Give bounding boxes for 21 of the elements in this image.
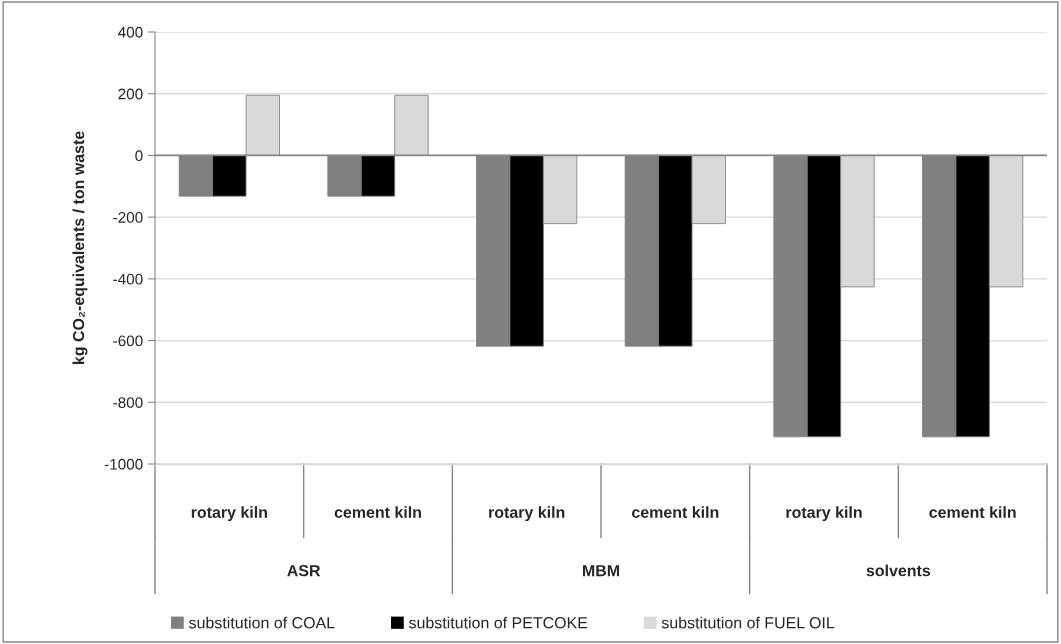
text: ASR [287, 564, 321, 577]
x-tick-label: cement kiln [929, 506, 1016, 518]
x-tick-label: rotary kiln [191, 506, 267, 522]
x-tick-label: cement kiln [632, 506, 719, 518]
y-axis-title: kg CO₂-equivalents / ton waste [72, 131, 88, 365]
text: MBM [583, 565, 619, 577]
y-tick-label: -1000 [104, 458, 143, 470]
y-tick-label: 200 [118, 88, 143, 100]
x-tick-label: rotary kiln [786, 506, 862, 522]
y-tick-label: -600 [113, 335, 143, 347]
x-tick-label: cement kiln [334, 506, 421, 518]
y-tick-label: -800 [113, 397, 143, 408]
y-tick-label: -400 [113, 273, 143, 285]
legend-label: substitution of PETCOKE [408, 616, 588, 629]
y-tick-label: -200 [113, 212, 143, 223]
legend-label: substitution of COAL [189, 616, 335, 629]
x-tick-label: rotary kiln [489, 506, 565, 522]
y-tick-label: 400 [118, 26, 143, 38]
text: solvents [866, 564, 931, 577]
y-tick-label: 0 [135, 150, 143, 162]
legend-label: substitution of FUEL OIL [661, 616, 835, 629]
